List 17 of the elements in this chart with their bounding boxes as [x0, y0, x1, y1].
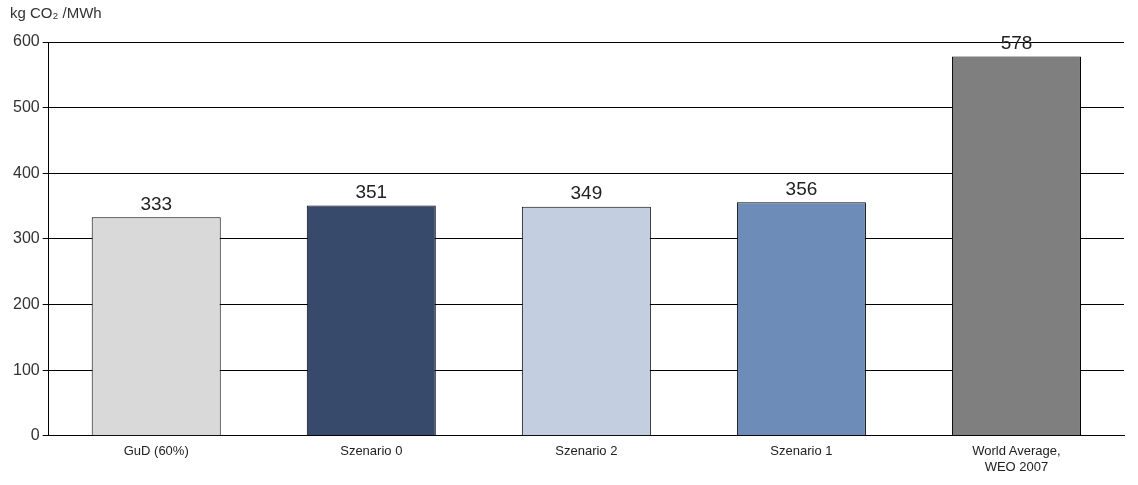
x-tick-label: World Average, WEO 2007 — [972, 443, 1061, 474]
y-tick-label: 500 — [12, 98, 40, 116]
y-tick-label: 400 — [12, 163, 40, 181]
data-label: 349 — [570, 182, 603, 204]
x-tick-label: Szenario 0 — [340, 443, 403, 459]
y-tick-label: 0 — [30, 426, 40, 444]
y-tick-label: 100 — [12, 360, 40, 378]
y-axis-title: kg CO₂ /MWh — [10, 4, 102, 21]
x-tick-label: Szenario 2 — [555, 443, 618, 459]
y-tick-label: 300 — [12, 229, 40, 247]
data-label: 356 — [785, 177, 818, 199]
y-tick-label: 200 — [12, 294, 40, 312]
x-tick-label: GuD (60%) — [123, 443, 189, 459]
data-label: 351 — [355, 181, 388, 203]
data-label: 333 — [140, 192, 173, 214]
x-tick-label: Szenario 1 — [770, 443, 833, 459]
y-tick-label: 600 — [12, 32, 40, 50]
